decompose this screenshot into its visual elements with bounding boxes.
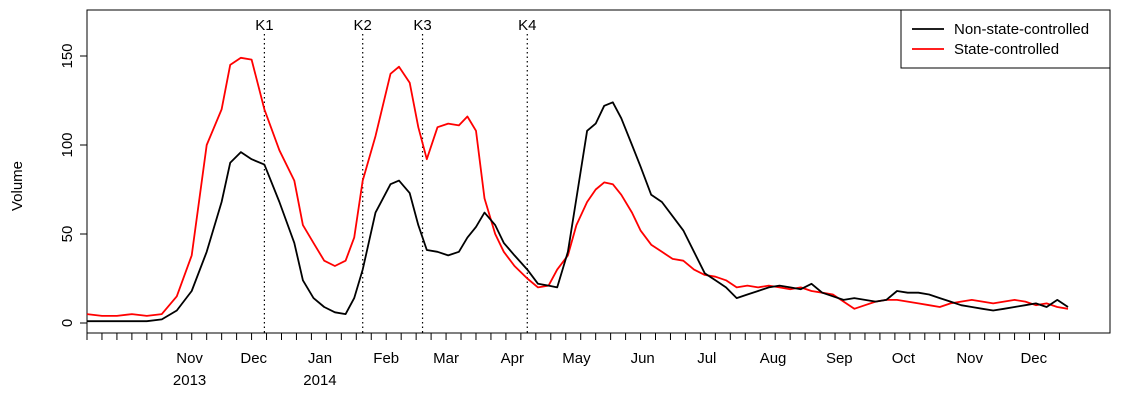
x-tick-label: Sep (826, 350, 853, 367)
y-axis-title: Volume (9, 161, 26, 211)
x-tick-label: Apr (501, 350, 524, 367)
x-tick-label: Jun (631, 350, 655, 367)
x-tick-label: Jan (308, 350, 332, 367)
y-tick-label: 100 (59, 132, 76, 157)
y-tick-label: 150 (59, 43, 76, 68)
series-line-non-state-controlled (87, 101, 1069, 323)
x-tick-label: Jul (697, 350, 716, 367)
y-tick-label: 50 (59, 226, 76, 243)
x-tick-label: Oct (892, 350, 916, 367)
series-line-state-controlled (86, 56, 1069, 317)
x-tick-year-label: 2013 (173, 372, 206, 389)
x-tick-label: Feb (373, 350, 399, 367)
x-tick-label: Nov (176, 350, 203, 367)
legend: Non-state-controlled State-controlled (900, 9, 1111, 69)
event-label-k4: K4 (518, 17, 536, 34)
plot-frame (86, 9, 1111, 334)
y-tick-label: 0 (59, 319, 76, 327)
event-label-k3: K3 (413, 17, 431, 34)
event-label-k2: K2 (354, 17, 372, 34)
series-lines (86, 56, 1069, 323)
x-tick-label: Mar (433, 350, 459, 367)
event-label-k1: K1 (255, 17, 273, 34)
legend-label-non-state: Non-state-controlled (954, 21, 1089, 38)
x-tick-label: Aug (760, 350, 787, 367)
event-markers: K1 K2 K3 K4 (255, 17, 536, 333)
y-axis: 0 50 100 150 (59, 43, 87, 327)
x-tick-label: May (562, 350, 591, 367)
x-tick-year-label: 2014 (303, 372, 336, 389)
x-tick-label: Dec (240, 350, 267, 367)
x-tick-label: Dec (1020, 350, 1047, 367)
x-tick-label: Nov (956, 350, 983, 367)
legend-box (900, 9, 1111, 69)
x-axis: Nov 2013 Dec Jan 2014 Feb Mar Apr May Jun Jul Aug Se… (86, 333, 1060, 389)
legend-label-state: State-controlled (954, 41, 1059, 58)
